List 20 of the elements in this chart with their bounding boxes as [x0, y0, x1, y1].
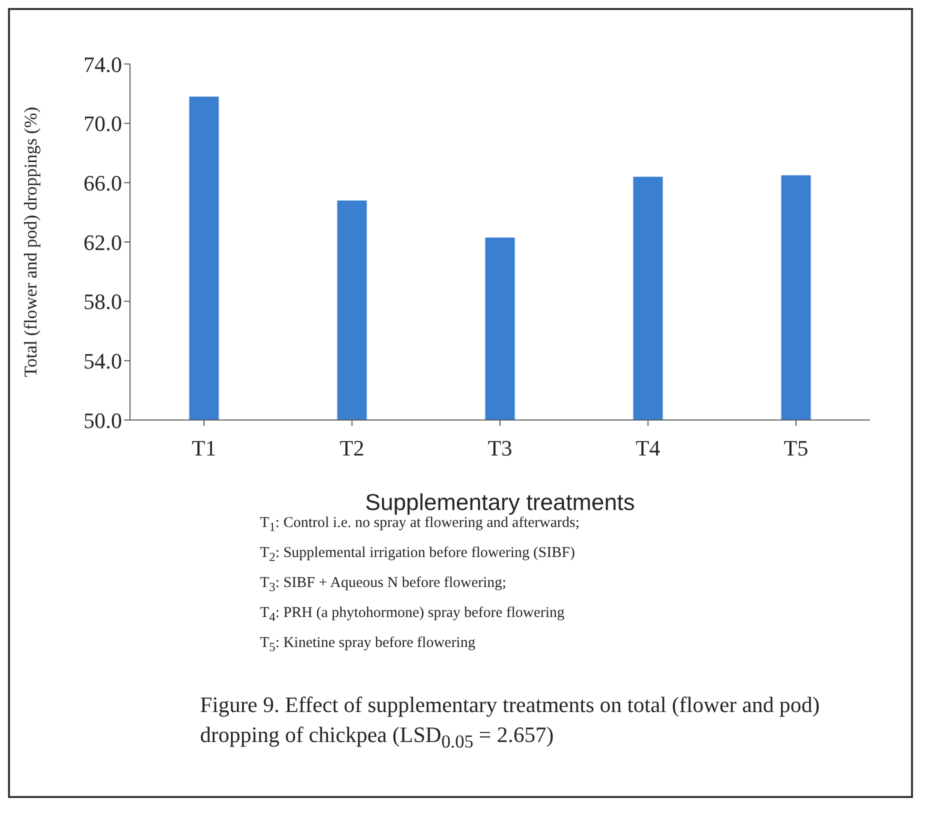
- y-tick-label: 50.0: [84, 408, 122, 433]
- x-tick-label: T5: [784, 436, 808, 461]
- y-tick-label: 54.0: [84, 348, 122, 374]
- x-tick-label: T3: [488, 436, 512, 461]
- text: T$_{2}$: Supplemental irrigation before flowering (SIBF): [260, 544, 576, 566]
- y-tick-label: 74.0: [84, 52, 122, 77]
- x-tick-label: T1: [192, 436, 216, 461]
- y-tick-label: 66.0: [84, 170, 122, 196]
- x-tick-label: T4: [636, 436, 660, 461]
- text: T$_{5}$: Kinetine spray before flowering: [260, 634, 476, 656]
- text: T$_{1}$: Control i.e. no spray at flowering and afterwards;: [260, 515, 581, 536]
- x-tick-label: T2: [340, 436, 364, 461]
- text: T$_{4}$: PRH (a phytohormone) spray before flowering: [260, 604, 566, 626]
- y-tick-label: 58.0: [84, 289, 122, 314]
- y-tick-label: 70.0: [84, 111, 122, 136]
- x-axis-title: Supplementary treatments: [365, 489, 635, 515]
- y-axis-title: Total (flower and pod) droppings (%): [20, 106, 40, 378]
- text: T$_{3}$: SIBF + Aqueous N before flowering;: [260, 574, 508, 596]
- y-tick-label: 62.0: [84, 230, 122, 255]
- text: Figure 9. Effect of supplementary treatments on total (flower and pod) dropping of chickpea (LSD$_{0.05}$ = 2.657): [200, 691, 821, 754]
